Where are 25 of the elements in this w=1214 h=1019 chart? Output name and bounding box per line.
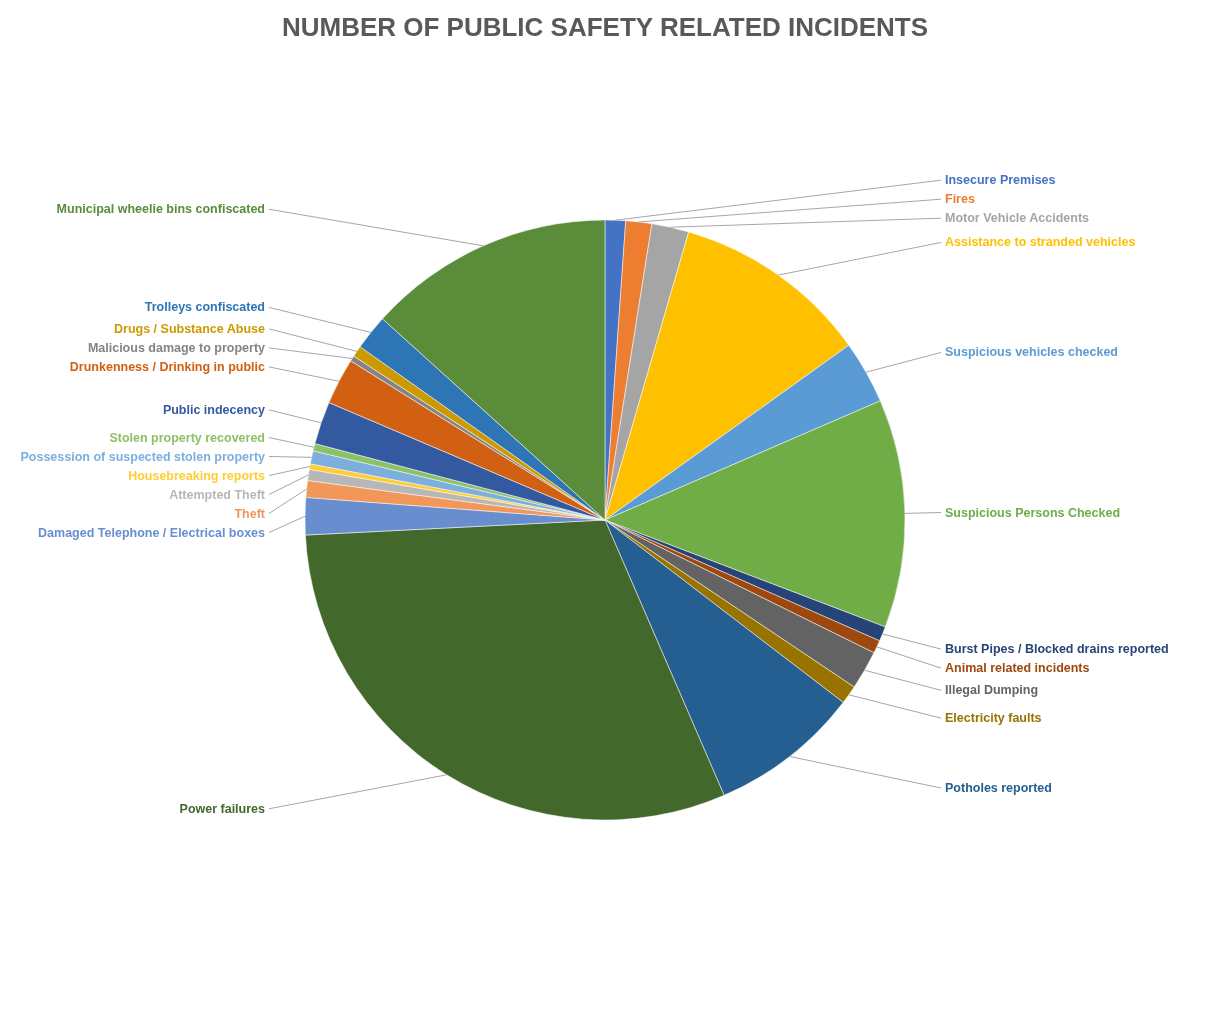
slice-label: Attempted Theft (169, 487, 266, 502)
slice-label: Malicious damage to property (87, 340, 266, 355)
slice-label: Power failures (179, 801, 266, 816)
slice-label: Theft (234, 506, 266, 521)
slice-label: Drugs / Substance Abuse (114, 321, 266, 336)
slice-label: Assistance to stranded vehicles (945, 235, 1136, 250)
slice-label: Possession of suspected stolen property (20, 449, 266, 464)
slice-label: Animal related incidents (945, 661, 1090, 676)
slice-label: Public indecency (162, 402, 266, 417)
slice-label: Damaged Telephone / Electrical boxes (38, 525, 266, 540)
slice-label: Municipal wheelie bins confiscated (56, 202, 265, 217)
slice-label: Housebreaking reports (128, 468, 266, 483)
slice-label: Illegal Dumping (945, 683, 1039, 698)
slice-label: Insecure Premises (945, 173, 1056, 188)
slice-label: Drunkenness / Drinking in public (69, 359, 266, 374)
slice-label: Suspicious Persons Checked (945, 505, 1121, 520)
slice-label: Trolleys confiscated (144, 300, 265, 315)
chart-title: NUMBER OF PUBLIC SAFETY RELATED INCIDENTS (281, 12, 929, 42)
slice-label: Motor Vehicle Accidents (945, 211, 1090, 226)
slice-label: Potholes reported (945, 781, 1052, 795)
slice-label: Electricity faults (945, 711, 1042, 726)
slice-label: Stolen property recovered (109, 430, 265, 445)
slice-label: Suspicious vehicles checked (945, 345, 1118, 360)
slice-label: Burst Pipes / Blocked drains reported (945, 642, 1169, 657)
slice-label: Fires (945, 192, 975, 207)
